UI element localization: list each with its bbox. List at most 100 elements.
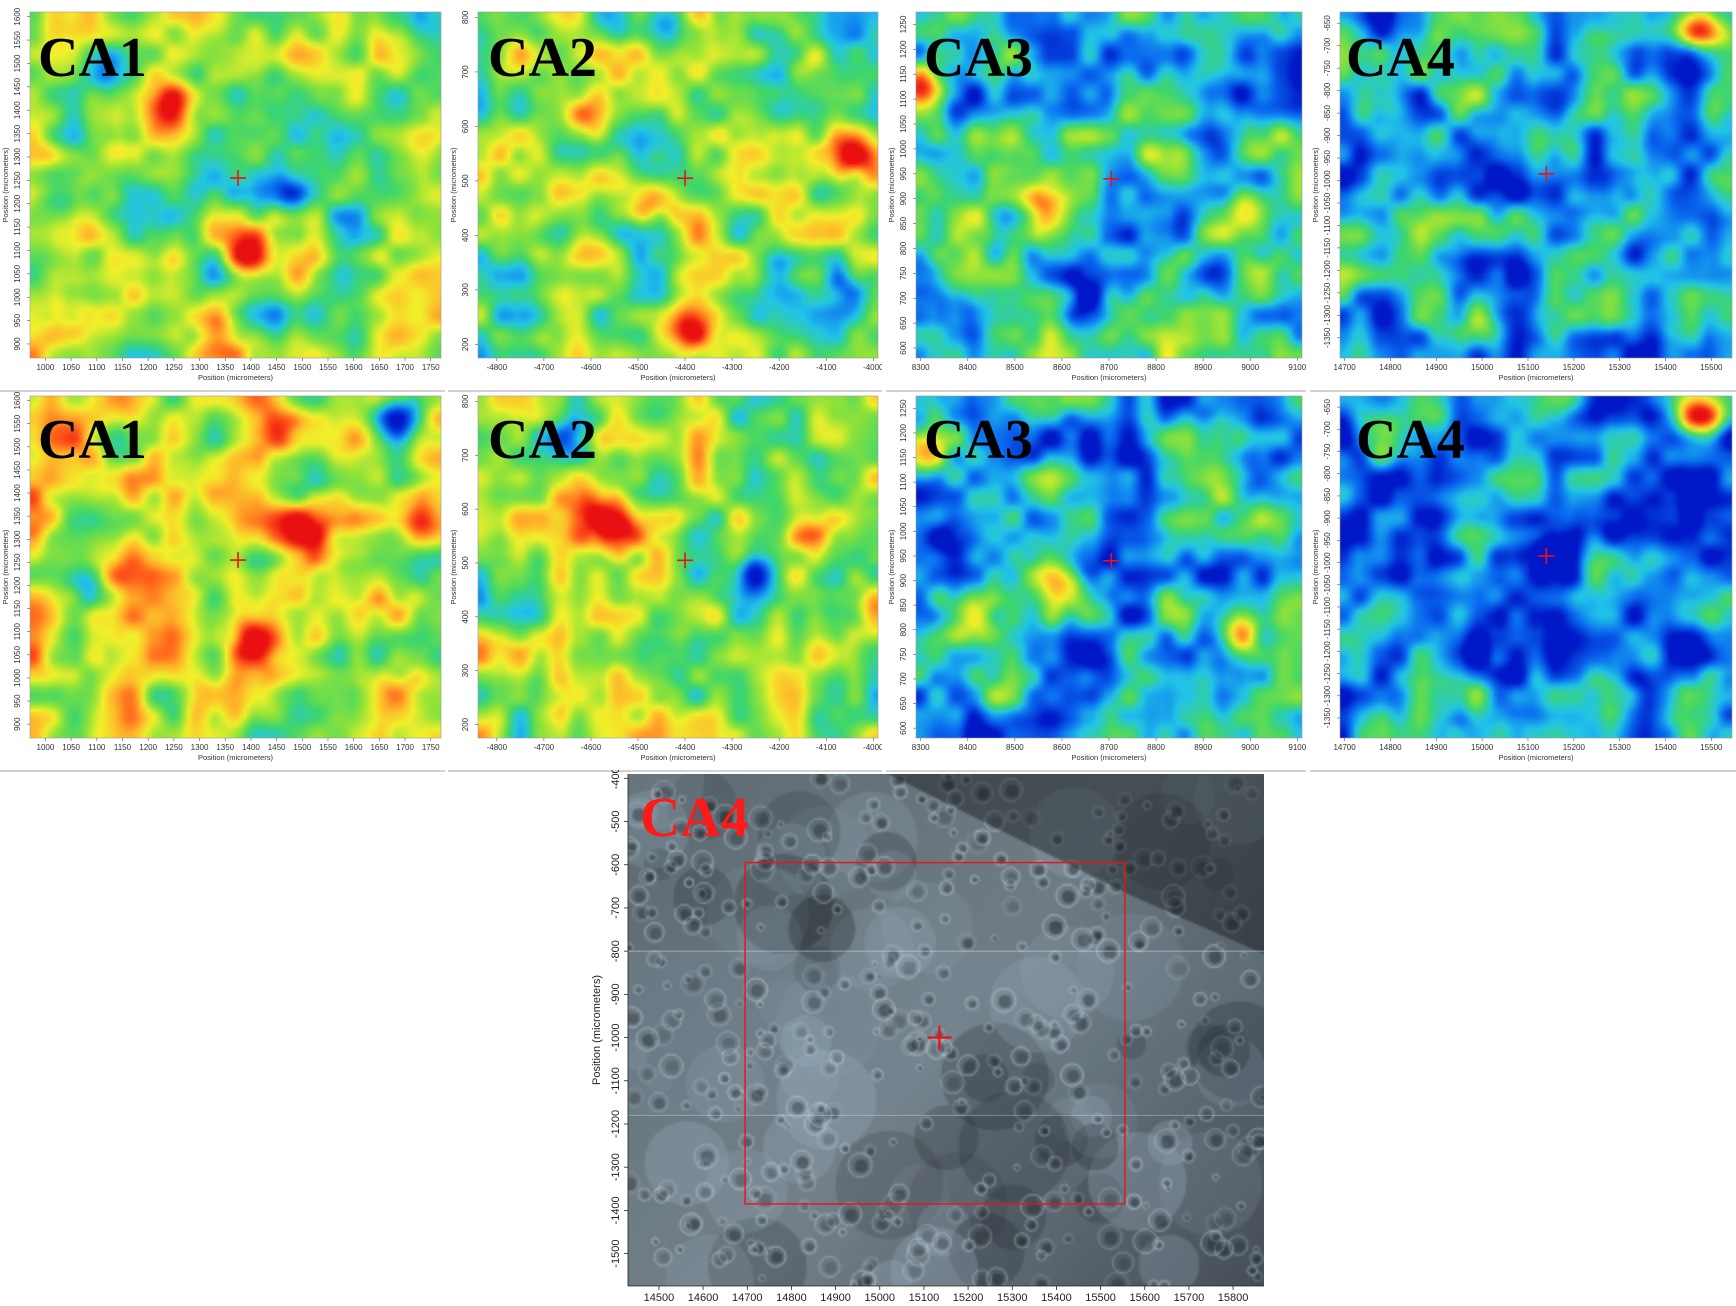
x-tick-label: 15000: [1471, 363, 1494, 372]
x-tick-label: 15100: [909, 1292, 940, 1304]
x-tick-label: 8900: [1194, 743, 1212, 752]
chart-svg: -4800 -4700 -4600 -4500 -4400 -4300 -4200 -4100…: [448, 394, 882, 772]
x-tick-label: 1450: [268, 363, 286, 372]
x-tick-label: 14700: [1333, 363, 1356, 372]
y-axis-label: Position (micrometers): [449, 147, 458, 223]
x-tick-label: 9100: [1288, 363, 1306, 372]
x-tick-label: -4300: [722, 363, 743, 372]
x-axis-label: Position (micrometers): [198, 753, 274, 762]
x-tick-label: 15200: [1563, 363, 1586, 372]
x-tick-label: 14700: [1333, 743, 1356, 752]
x-tick-label: 8800: [1147, 363, 1165, 372]
x-tick-label: 15100: [1517, 743, 1540, 752]
x-tick-label: -4600: [581, 743, 602, 752]
x-tick-label: 1750: [422, 363, 440, 372]
heatmap-panel-top-ca2: -4800 -4700 -4600 -4500 -4400 -4300 -4200 -4100…: [448, 8, 882, 394]
x-tick-label: 15400: [1654, 743, 1677, 752]
y-tick-label: 1400: [13, 101, 22, 119]
x-tick-label: 1500: [293, 363, 311, 372]
y-tick-label: -750: [1323, 60, 1332, 77]
x-tick-label: 8300: [912, 743, 930, 752]
panel-label: CA4: [1346, 27, 1455, 89]
y-tick-label: 750: [899, 647, 908, 661]
y-tick-label: 1100: [13, 241, 22, 259]
measurement-marker: [230, 552, 247, 569]
y-tick-label: 1550: [13, 31, 22, 49]
x-tick-label: 1650: [370, 743, 388, 752]
measurement-marker: [677, 552, 694, 569]
x-tick-label: 1250: [165, 363, 183, 372]
y-tick-label: -1100: [610, 1067, 622, 1094]
y-tick-label: -1300: [610, 1153, 622, 1181]
heatmap-field: [1340, 12, 1732, 358]
x-tick-label: 8700: [1100, 363, 1118, 372]
y-tick-label: 1200: [899, 40, 908, 58]
panel-label: CA3: [924, 27, 1033, 89]
y-tick-label: 1450: [13, 77, 22, 95]
x-tick-label: 1050: [62, 363, 80, 372]
x-tick-label: 14800: [1379, 743, 1402, 752]
x-tick-label: 15800: [1218, 1292, 1249, 1304]
x-tick-label: 1700: [396, 363, 414, 372]
y-tick-label: 1150: [13, 218, 22, 236]
panel-label: CA2: [488, 27, 597, 89]
x-tick-label: 1750: [422, 743, 440, 752]
x-tick-label: 1600: [345, 363, 363, 372]
y-tick-label: 1050: [899, 115, 908, 133]
y-tick-label: -650: [1323, 15, 1332, 32]
y-tick-label: 1300: [13, 147, 22, 165]
y-tick-label: -1500: [610, 1240, 622, 1268]
y-tick-label: 600: [461, 502, 470, 516]
plot-frame: [477, 395, 879, 739]
chart-svg: -4800 -4700 -4600 -4500 -4400 -4300 -4200 -4100…: [448, 10, 882, 392]
y-tick-label: 750: [899, 266, 908, 280]
x-tick-label: 1400: [242, 743, 260, 752]
x-tick-label: 15500: [1700, 743, 1723, 752]
y-tick-label: -1000: [1323, 552, 1332, 573]
y-tick-label: 200: [461, 717, 470, 731]
x-tick-label: 1100: [88, 363, 106, 372]
panel-label: CA2: [488, 409, 597, 471]
x-axis-label: Position (micrometers): [1071, 753, 1147, 762]
y-tick-label: 800: [899, 623, 908, 637]
y-tick-label: 1000: [899, 522, 908, 540]
y-tick-label: 900: [13, 337, 22, 351]
y-tick-label: 950: [13, 313, 22, 327]
plot-frame: [29, 395, 442, 739]
y-axis-label: Position (micrometers): [1, 147, 10, 223]
y-tick-label: -700: [610, 897, 622, 919]
x-tick-label: 15400: [1654, 363, 1677, 372]
y-tick-label: -1050: [1323, 574, 1332, 595]
y-tick-label: -1100: [1323, 596, 1332, 616]
y-axis-label: Position (micrometers): [1311, 147, 1320, 223]
y-axis-label: Position (micrometers): [591, 975, 603, 1085]
x-tick-label: 14900: [1425, 743, 1448, 752]
x-tick-label: 9100: [1288, 743, 1306, 752]
y-tick-label: 1050: [13, 264, 22, 282]
y-axis-label: Position (micrometers): [1, 529, 10, 605]
y-tick-label: -1400: [610, 1196, 622, 1224]
x-tick-label: 1500: [293, 743, 311, 752]
y-tick-label: 1000: [899, 139, 908, 157]
measurement-marker: [1538, 165, 1555, 182]
y-tick-label: 700: [899, 291, 908, 305]
x-tick-label: -4100: [816, 363, 837, 372]
x-tick-label: 15000: [1471, 743, 1494, 752]
y-tick-label: 1050: [899, 497, 908, 515]
y-tick-label: 1600: [13, 392, 22, 410]
x-tick-label: 8500: [1006, 363, 1024, 372]
y-tick-label: -700: [1323, 421, 1332, 438]
y-tick-label: 400: [461, 228, 470, 242]
x-axis-label: Position (micrometers): [640, 753, 716, 762]
x-tick-label: -4800: [487, 363, 508, 372]
y-tick-label: 1350: [13, 124, 22, 142]
heatmap-field: [1340, 396, 1732, 738]
plot-frame: [1339, 11, 1733, 359]
heatmap-field: [30, 12, 441, 358]
y-tick-label: 900: [13, 717, 22, 731]
measurement-marker: [1103, 170, 1120, 187]
y-tick-label: -1200: [1323, 260, 1332, 281]
y-tick-label: 1150: [899, 448, 908, 466]
x-tick-label: 15500: [1085, 1292, 1116, 1304]
y-tick-label: 1600: [13, 8, 22, 26]
